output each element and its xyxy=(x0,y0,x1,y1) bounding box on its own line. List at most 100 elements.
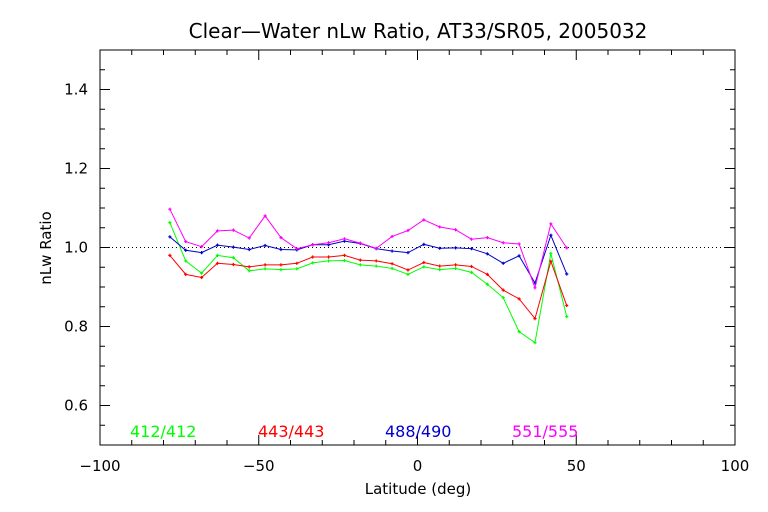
series-488-490 xyxy=(168,233,569,285)
data-point xyxy=(565,315,569,319)
data-point xyxy=(200,271,204,275)
data-point xyxy=(422,260,426,265)
series-412-412 xyxy=(168,221,569,345)
data-point xyxy=(501,261,505,265)
data-point xyxy=(406,272,410,276)
data-point xyxy=(295,261,299,265)
data-point xyxy=(200,251,204,255)
data-point xyxy=(215,243,220,247)
series-line xyxy=(169,208,568,290)
data-point xyxy=(565,272,569,276)
data-point xyxy=(279,268,283,272)
data-point xyxy=(549,259,553,263)
data-point xyxy=(184,272,188,276)
data-point xyxy=(247,265,251,269)
data-point xyxy=(438,246,442,250)
data-point xyxy=(454,228,458,232)
data-point xyxy=(168,207,172,211)
data-point xyxy=(549,251,553,256)
data-point xyxy=(279,263,283,267)
data-point xyxy=(565,303,569,308)
data-point xyxy=(231,262,235,267)
data-point xyxy=(374,264,378,268)
x-axis-label: Latitude (deg) xyxy=(365,480,471,498)
series-551-555 xyxy=(168,207,569,290)
data-point xyxy=(406,251,410,255)
data-point xyxy=(358,258,362,262)
data-point xyxy=(358,263,362,267)
data-point xyxy=(327,255,331,259)
y-tick-label: 1.2 xyxy=(64,160,88,178)
data-point xyxy=(390,249,394,253)
data-point xyxy=(168,253,172,257)
data-point xyxy=(215,253,220,257)
data-point xyxy=(422,218,426,222)
y-axis-label: nLw Ratio xyxy=(37,211,55,284)
legend: 412/412 443/443 488/490 551/555 xyxy=(130,422,578,441)
legend-entry: 488/490 xyxy=(385,422,451,441)
data-point xyxy=(485,272,489,276)
data-point xyxy=(263,263,267,267)
series-443-443 xyxy=(168,253,569,321)
data-point xyxy=(438,268,442,272)
data-point xyxy=(231,245,235,249)
data-point xyxy=(342,253,347,257)
data-point xyxy=(200,245,204,249)
y-tick-label: 1.0 xyxy=(64,239,88,257)
data-point xyxy=(485,236,489,240)
series-group xyxy=(168,207,569,345)
data-point xyxy=(517,330,521,334)
data-point xyxy=(342,258,347,263)
y-axis-ticks: 0.6 0.8 1.0 1.2 1.4 xyxy=(64,49,735,446)
data-point xyxy=(517,242,521,246)
data-point xyxy=(327,241,331,245)
data-point xyxy=(311,243,315,247)
x-axis-ticks: −100 −50 0 50 100 xyxy=(79,50,749,475)
data-point xyxy=(390,266,394,271)
data-point xyxy=(184,248,188,252)
data-point xyxy=(469,264,474,269)
data-point xyxy=(295,247,299,251)
data-point xyxy=(247,247,251,252)
data-point xyxy=(549,233,553,237)
data-point xyxy=(215,229,220,233)
data-point xyxy=(438,225,442,229)
data-point xyxy=(501,288,505,292)
data-point xyxy=(295,267,299,271)
data-point xyxy=(454,246,458,250)
data-point xyxy=(517,254,521,258)
data-point xyxy=(565,246,569,250)
data-point xyxy=(438,264,442,268)
data-point xyxy=(200,275,204,280)
data-point xyxy=(454,263,458,267)
data-point xyxy=(327,259,331,263)
data-point xyxy=(247,236,251,240)
x-tick-label: 50 xyxy=(567,457,586,475)
data-point xyxy=(390,234,394,239)
data-point xyxy=(263,267,267,271)
data-point xyxy=(374,259,378,263)
data-point xyxy=(279,236,283,240)
data-point xyxy=(454,266,458,271)
x-tick-label: −100 xyxy=(79,457,120,475)
legend-entry: 412/412 xyxy=(130,422,196,441)
data-point xyxy=(247,269,251,273)
data-point xyxy=(168,221,172,225)
data-point xyxy=(215,261,220,265)
data-point xyxy=(358,241,362,245)
data-point xyxy=(469,247,474,251)
y-tick-label: 0.8 xyxy=(64,318,88,336)
data-point xyxy=(406,228,410,233)
y-tick-label: 1.4 xyxy=(64,81,88,99)
data-point xyxy=(469,270,474,274)
data-point xyxy=(422,242,426,246)
data-point xyxy=(231,228,235,232)
data-point xyxy=(549,222,553,226)
data-point xyxy=(168,235,172,239)
data-point xyxy=(342,237,347,241)
x-tick-label: 100 xyxy=(721,457,750,475)
x-tick-label: −50 xyxy=(243,457,275,475)
data-point xyxy=(311,261,315,265)
data-point xyxy=(263,243,267,248)
